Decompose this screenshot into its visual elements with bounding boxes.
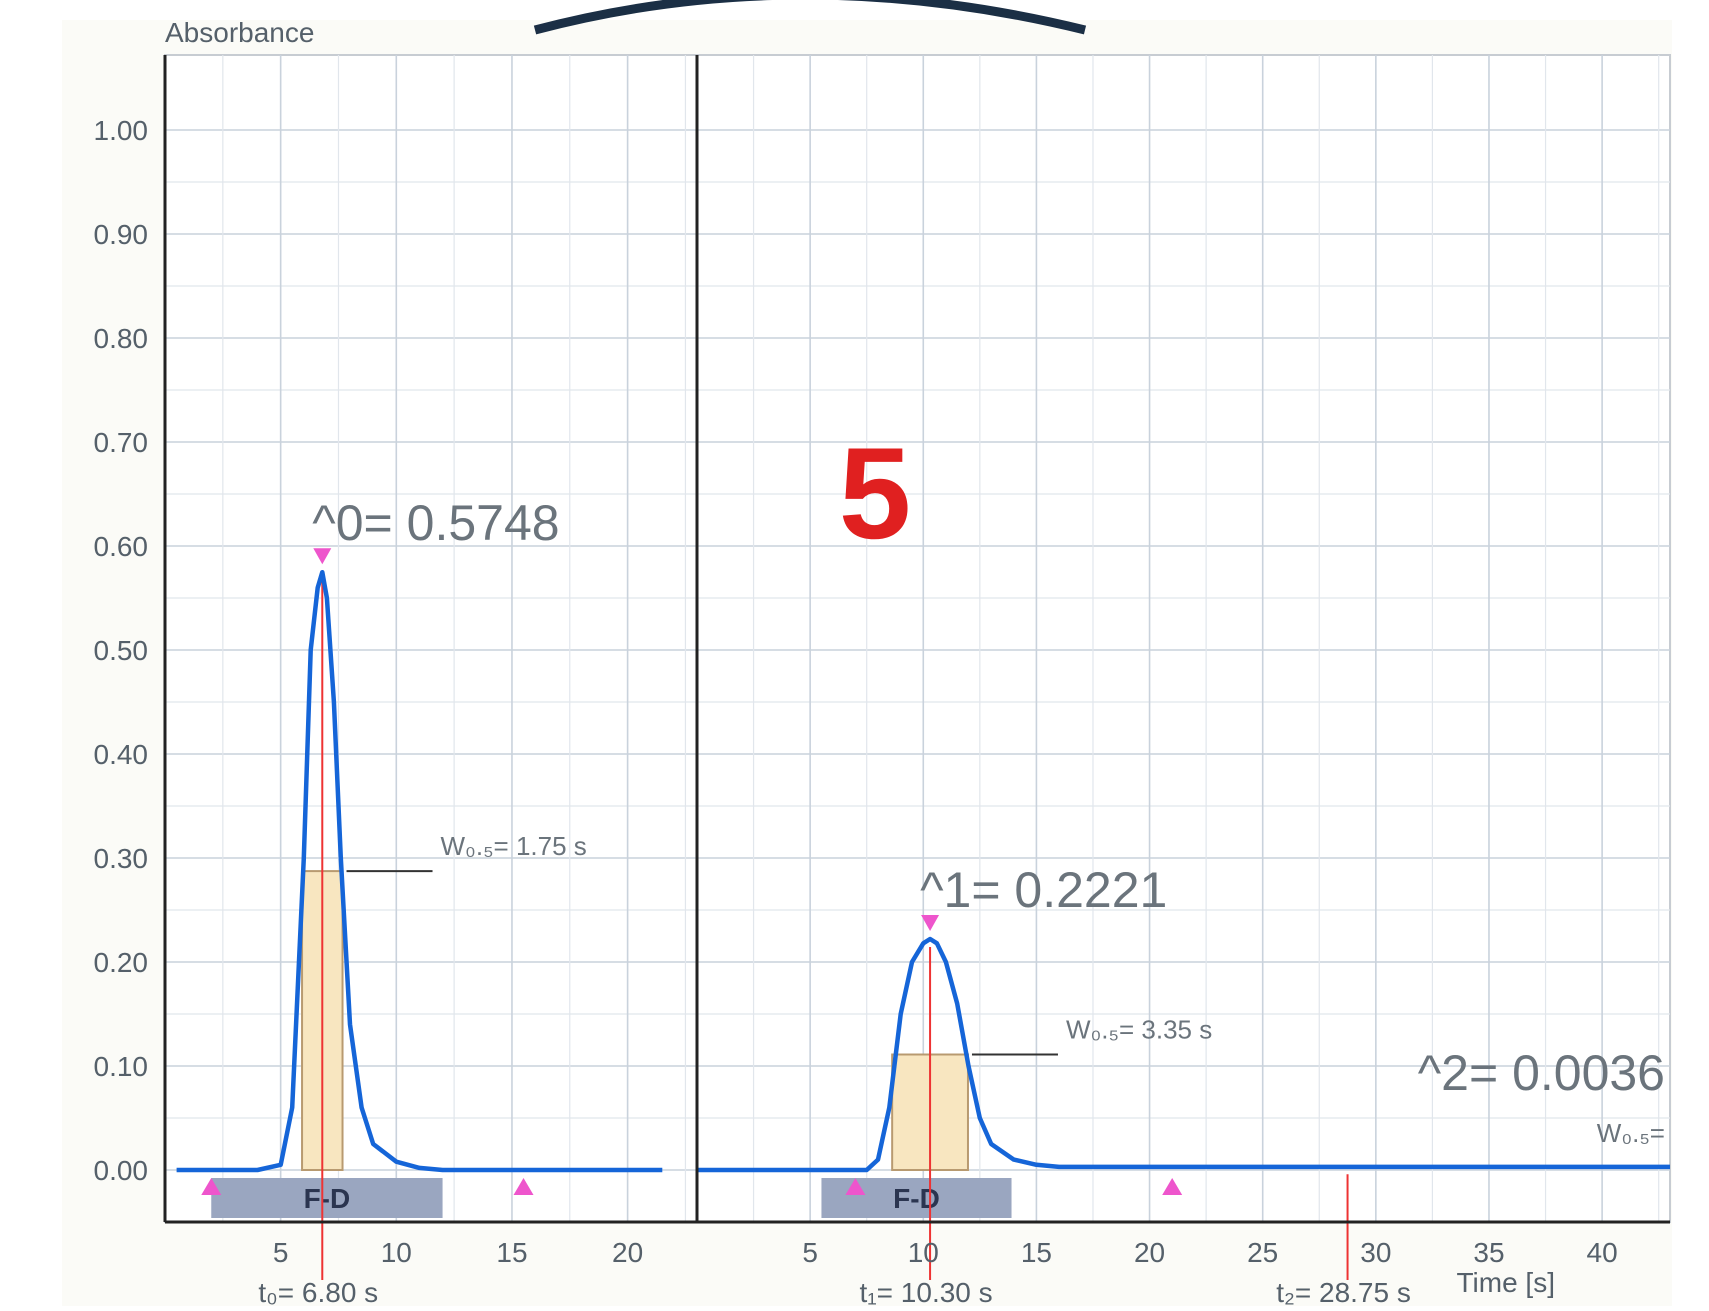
x-tick-label: 20	[612, 1237, 643, 1268]
retention-time-label: t₁= 10.30 s	[859, 1277, 992, 1306]
injection-band	[211, 1178, 443, 1218]
y-tick-label: 0.10	[94, 1051, 149, 1082]
baseline-marker	[845, 1178, 866, 1195]
x-tick-label: 25	[1247, 1237, 1278, 1268]
width-label: W₀.₅= 3.35 s	[1066, 1015, 1212, 1045]
x-axis-label: Time [s]	[1456, 1267, 1555, 1298]
x-tick-label: 20	[1134, 1237, 1165, 1268]
x-tick-label: 10	[908, 1237, 939, 1268]
x-tick-label: 10	[381, 1237, 412, 1268]
injection-band-label: F-D	[893, 1183, 940, 1214]
baseline-marker	[1162, 1178, 1183, 1195]
peak-height-label: ^0= 0.5748	[312, 495, 559, 551]
y-tick-label: 0.90	[94, 219, 149, 250]
x-tick-label: 40	[1587, 1237, 1618, 1268]
baseline-marker	[513, 1178, 534, 1195]
peak-marker	[921, 915, 940, 932]
y-tick-label: 0.80	[94, 323, 149, 354]
x-tick-label: 5	[802, 1237, 818, 1268]
y-tick-label: 0.50	[94, 635, 149, 666]
injection-band-label: F-D	[304, 1183, 351, 1214]
panel-number: 5	[839, 420, 911, 566]
width-label: W₀.₅= 1.75 s	[441, 831, 587, 861]
top-arc	[533, 0, 1087, 35]
peak-marker	[313, 548, 332, 565]
x-tick-label: 30	[1360, 1237, 1391, 1268]
absorbance-trace	[697, 936, 1670, 1173]
x-tick-label: 15	[1021, 1237, 1052, 1268]
absorbance-trace	[176, 569, 663, 1173]
retention-time-label: t₂= 28.75 s	[1276, 1277, 1411, 1306]
y-tick-label: 1.00	[94, 115, 149, 146]
x-tick-label: 35	[1473, 1237, 1504, 1268]
peak-height-label: ^1= 0.2221	[920, 862, 1167, 918]
x-tick-label: 5	[273, 1237, 289, 1268]
x-tick-label: 15	[496, 1237, 527, 1268]
peak-height-label: ^2= 0.0036	[1418, 1045, 1665, 1101]
y-tick-label: 0.00	[94, 1155, 149, 1186]
y-tick-label: 0.40	[94, 739, 149, 770]
width-label: W₀.₅=	[1597, 1118, 1665, 1148]
y-tick-label: 0.70	[94, 427, 149, 458]
y-axis-label: Absorbance	[165, 17, 314, 48]
baseline-marker	[201, 1178, 222, 1195]
y-tick-label: 0.30	[94, 843, 149, 874]
plot-area	[164, 54, 1671, 1223]
y-tick-label: 0.60	[94, 531, 149, 562]
retention-time-label: t₀= 6.80 s	[258, 1277, 378, 1306]
y-tick-label: 0.20	[94, 947, 149, 978]
